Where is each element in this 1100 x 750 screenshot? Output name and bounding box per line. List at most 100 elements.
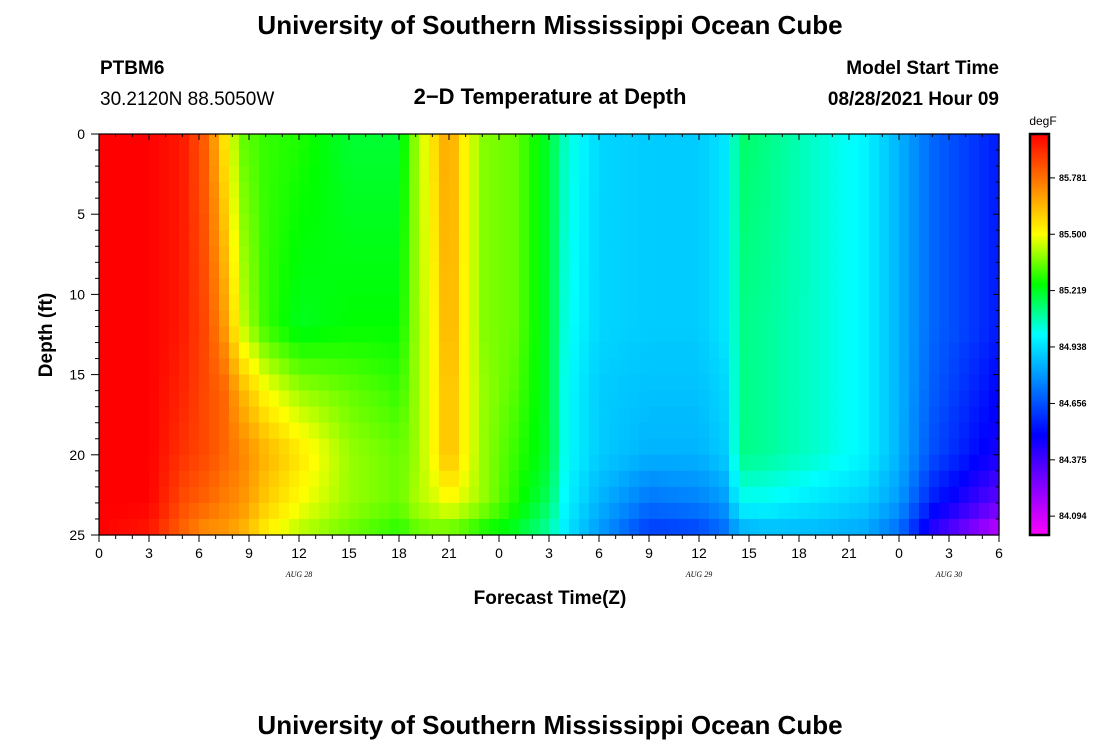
heatmap-cell [109, 454, 120, 472]
heatmap-cell [509, 470, 520, 488]
colorbar [1028, 132, 1051, 537]
y-tick-label: 25 [69, 527, 85, 543]
heatmap-cell [489, 470, 500, 488]
heatmap-cell [699, 310, 710, 328]
heatmap-cell [239, 486, 250, 504]
heatmap-cell [329, 342, 340, 360]
heatmap-cell [849, 454, 860, 472]
heatmap-cell [489, 358, 500, 376]
heatmap-cell [459, 278, 470, 295]
heatmap-cell [529, 470, 540, 488]
heatmap-cell [129, 390, 140, 408]
heatmap-cell [759, 230, 770, 247]
heatmap-cell [109, 470, 120, 488]
heatmap-cell [339, 374, 350, 392]
heatmap-cell [159, 390, 170, 408]
heatmap-cell [799, 406, 810, 424]
heatmap-cell [109, 246, 120, 263]
heatmap-cell [749, 374, 760, 392]
heatmap-cell [189, 182, 200, 199]
heatmap-cell [899, 518, 910, 536]
heatmap-cell [279, 374, 290, 392]
heatmap-cell [359, 326, 370, 344]
heatmap-cell [169, 278, 180, 295]
heatmap-cell [479, 214, 490, 231]
heatmap-cell [169, 374, 180, 392]
heatmap-cell [939, 246, 950, 263]
heatmap-cell [969, 278, 980, 295]
heatmap-cell [99, 326, 110, 344]
heatmap-cell [799, 294, 810, 312]
heatmap-cell [489, 502, 500, 520]
heatmap-cell [699, 502, 710, 520]
heatmap-cell [509, 438, 520, 456]
heatmap-cell [969, 326, 980, 344]
heatmap-cell [259, 230, 270, 247]
heatmap-cell [519, 230, 530, 247]
heatmap-cell [579, 150, 590, 167]
heatmap-cell [279, 230, 290, 247]
heatmap-cell [969, 230, 980, 247]
heatmap-cell [329, 262, 340, 279]
heatmap-cell [319, 438, 330, 456]
heatmap-cell [529, 134, 540, 151]
heatmap-cell [989, 422, 1000, 440]
heatmap-cell [199, 454, 210, 472]
heatmap-cell [829, 198, 840, 215]
heatmap-cell [729, 182, 740, 199]
heatmap-cell [699, 198, 710, 215]
heatmap-cell [669, 214, 680, 231]
heatmap-cell [409, 438, 420, 456]
heatmap-cell [219, 486, 230, 504]
heatmap-cell [569, 262, 580, 279]
heatmap-cell [219, 262, 230, 279]
heatmap-cell [199, 470, 210, 488]
heatmap-cell [519, 406, 530, 424]
heatmap-cell [499, 182, 510, 199]
heatmap-cell [199, 294, 210, 312]
heatmap-cell [439, 198, 450, 215]
heatmap-cell [809, 326, 820, 344]
heatmap-cell [199, 438, 210, 456]
heatmap-cell [239, 454, 250, 472]
heatmap-cell [459, 198, 470, 215]
heatmap-cell [109, 406, 120, 424]
heatmap-cell [669, 454, 680, 472]
heatmap-cell [479, 262, 490, 279]
heatmap-cell [289, 294, 300, 312]
heatmap-cell [989, 246, 1000, 263]
heatmap-cell [929, 310, 940, 328]
heatmap-cell [409, 246, 420, 263]
heatmap-cell [619, 310, 630, 328]
heatmap-cell [759, 502, 770, 520]
heatmap-cell [849, 310, 860, 328]
heatmap-cell [259, 214, 270, 231]
date-label: AUG 28 [285, 570, 312, 579]
heatmap-cell [259, 486, 270, 504]
heatmap-cell [609, 358, 620, 376]
heatmap-cell [229, 406, 240, 424]
heatmap-cell [989, 182, 1000, 199]
heatmap-cell [489, 246, 500, 263]
heatmap-cell [949, 278, 960, 295]
heatmap-cell [749, 406, 760, 424]
heatmap-cell [819, 454, 830, 472]
heatmap-cell [959, 390, 970, 408]
heatmap-cell [979, 438, 990, 456]
heatmap-cell [769, 406, 780, 424]
heatmap-cell [969, 502, 980, 520]
heatmap-cell [379, 294, 390, 312]
heatmap-cell [939, 374, 950, 392]
heatmap-cell [699, 326, 710, 344]
heatmap-cell [289, 214, 300, 231]
heatmap-cell [319, 278, 330, 295]
heatmap-cell [119, 454, 130, 472]
heatmap-cell [969, 486, 980, 504]
heatmap-cell [319, 166, 330, 183]
heatmap-cell [549, 358, 560, 376]
heatmap-cell [169, 406, 180, 424]
heatmap-cell [309, 214, 320, 231]
heatmap-cell [949, 342, 960, 360]
heatmap-cell [359, 182, 370, 199]
heatmap-cell [139, 406, 150, 424]
